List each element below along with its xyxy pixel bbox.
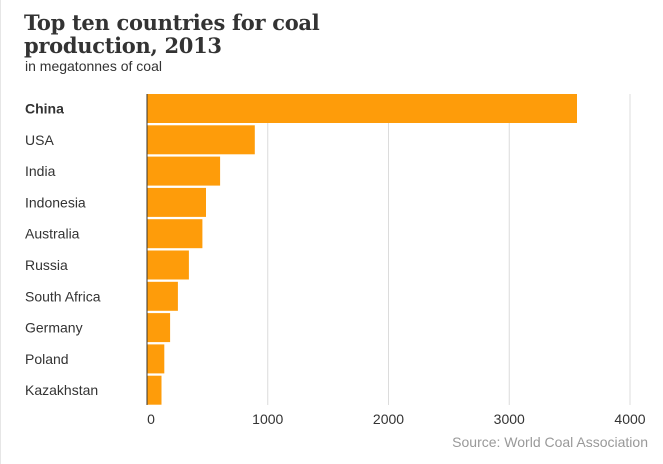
bar-china bbox=[147, 94, 577, 123]
source-note: Source: World Coal Association bbox=[452, 434, 648, 450]
category-label: South Africa bbox=[25, 288, 101, 304]
category-label: Russia bbox=[25, 257, 68, 273]
x-tick-label: 1000 bbox=[252, 411, 283, 427]
x-axis-ticks: 0 1000 2000 3000 4000 bbox=[147, 411, 646, 427]
category-label: India bbox=[25, 163, 56, 179]
bar-germany bbox=[147, 313, 171, 343]
bar-poland bbox=[147, 344, 165, 374]
x-tick-label: 0 bbox=[147, 411, 155, 427]
bar-australia bbox=[147, 219, 203, 249]
chart-title: Top ten countries for coal production, 2… bbox=[24, 10, 320, 58]
bars bbox=[147, 94, 577, 405]
bar-kazakhstan bbox=[147, 375, 162, 405]
category-label: Kazakhstan bbox=[25, 382, 98, 398]
x-tick-label: 2000 bbox=[373, 411, 404, 427]
bar-india bbox=[147, 156, 221, 186]
bar-usa bbox=[147, 125, 255, 155]
category-label: Germany bbox=[25, 320, 83, 336]
category-labels: China USA India Indonesia Australia Russia Sou… bbox=[25, 101, 101, 399]
category-label: USA bbox=[25, 132, 54, 148]
chart-subtitle: in megatonnes of coal bbox=[25, 58, 162, 74]
bar-indonesia bbox=[147, 187, 206, 217]
bar-russia bbox=[147, 250, 189, 280]
category-label: Indonesia bbox=[25, 194, 86, 210]
category-label: Australia bbox=[25, 226, 80, 242]
x-tick-label: 3000 bbox=[494, 411, 525, 427]
category-label: China bbox=[25, 101, 64, 117]
gridlines bbox=[267, 94, 631, 405]
category-label: Poland bbox=[25, 351, 69, 367]
x-tick-label: 4000 bbox=[614, 411, 645, 427]
bar-south-africa bbox=[147, 281, 178, 311]
